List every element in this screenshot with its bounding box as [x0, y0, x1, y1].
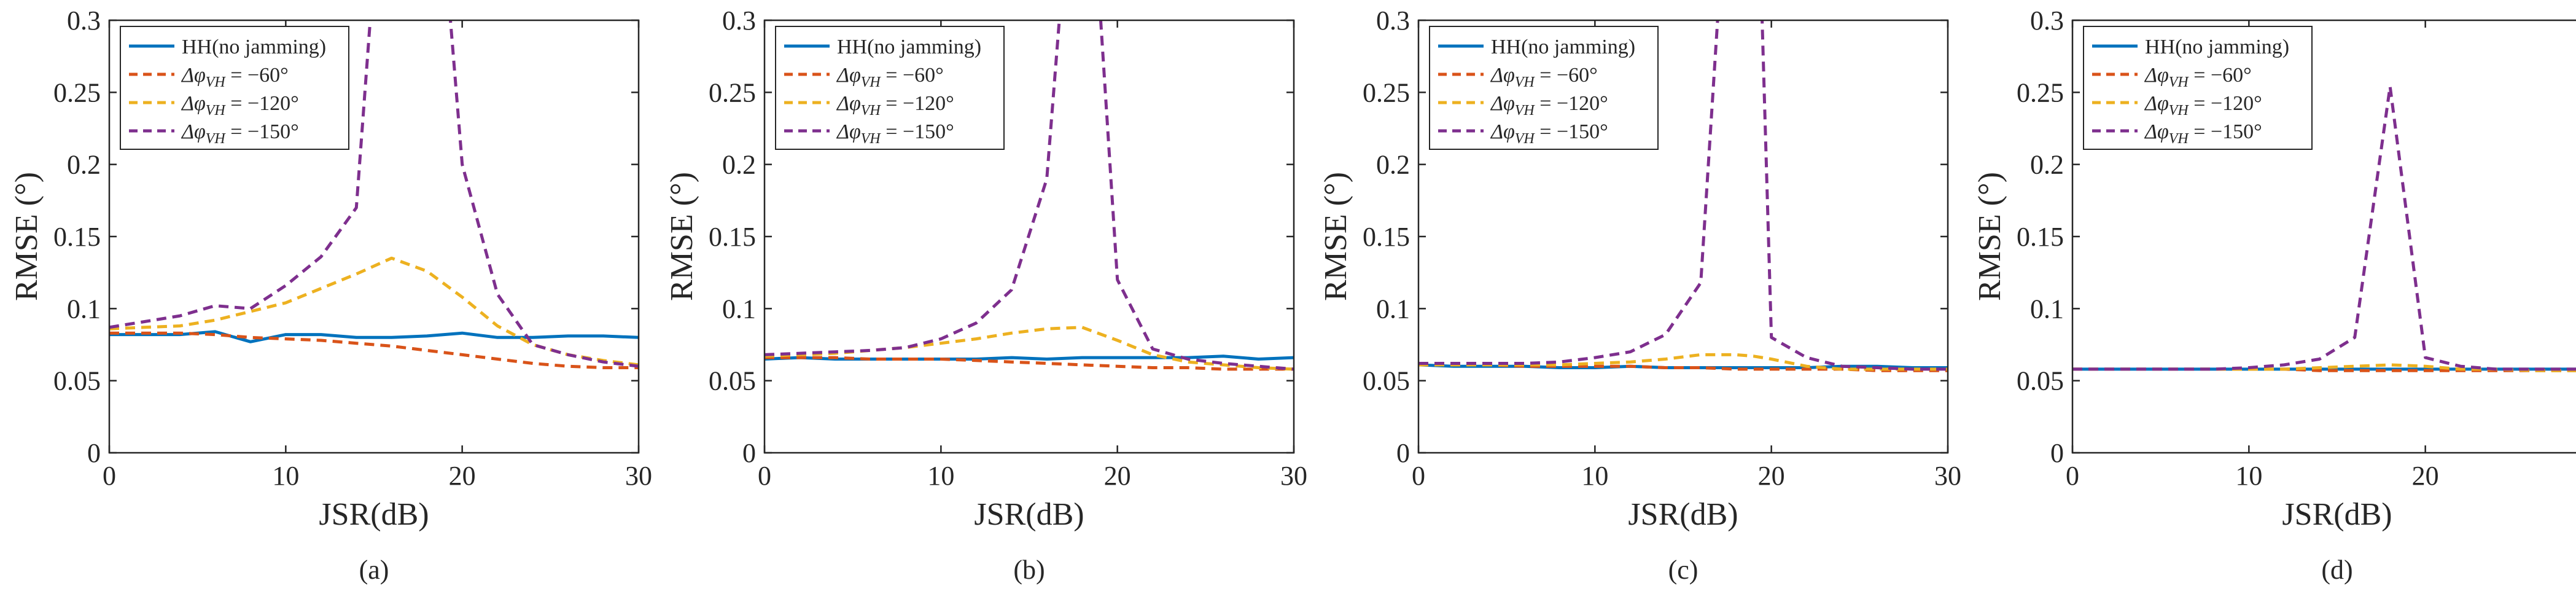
x-tick-label: 0 — [2066, 461, 2079, 491]
y-tick-label: 0.25 — [1363, 77, 1410, 108]
x-tick-label: 30 — [625, 461, 652, 491]
x-tick-label: 30 — [1280, 461, 1307, 491]
x-tick-label: 30 — [1934, 461, 1961, 491]
y-tick-label: 0.1 — [67, 294, 101, 324]
legend: HH(no jamming) ΔφVH = −60°ΔφVH = −120°ΔφV… — [1429, 26, 1659, 150]
y-tick-label: 0 — [2050, 438, 2064, 468]
y-tick-label: 0 — [87, 438, 101, 468]
y-tick-label: 0.3 — [1376, 6, 1410, 36]
legend-label: ΔφVH = −60° — [1490, 64, 1598, 90]
x-tick-label: 10 — [927, 461, 954, 491]
series-line-m150 — [765, 20, 1294, 371]
y-axis-label: RMSE (°) — [1972, 172, 2007, 301]
legend-label: ΔφVH = −60° — [836, 64, 944, 90]
legend-label: ΔφVH = −60° — [181, 64, 289, 90]
y-tick-label: 0.25 — [709, 77, 756, 108]
y-tick-label: 0.1 — [2030, 294, 2064, 324]
y-axis-label: RMSE (°) — [9, 172, 44, 301]
x-tick-label: 20 — [2412, 461, 2439, 491]
legend-label: HH(no jamming) — [1491, 36, 1635, 58]
y-tick-label: 0.2 — [1376, 150, 1410, 180]
y-axis-label: RMSE (°) — [664, 172, 699, 301]
y-axis-label: RMSE (°) — [1318, 172, 1353, 301]
x-tick-label: 0 — [758, 461, 771, 491]
legend: HH(no jamming) ΔφVH = −60°ΔφVH = −120°ΔφV… — [2083, 26, 2313, 150]
legend-label: ΔφVH = −150° — [836, 120, 954, 147]
y-tick-label: 0 — [1396, 438, 1410, 468]
y-tick-label: 0.05 — [1363, 366, 1410, 396]
y-tick-label: 0.15 — [1363, 222, 1410, 252]
x-tick-label: 10 — [1581, 461, 1608, 491]
y-tick-label: 0.15 — [709, 222, 756, 252]
plot-area — [109, 20, 639, 369]
subfigure-caption: (d) — [2321, 555, 2352, 585]
legend-label: ΔφVH = −150° — [181, 120, 299, 147]
legend-label: ΔφVH = −120° — [181, 92, 299, 119]
x-tick-label: 10 — [272, 461, 299, 491]
x-tick-label: 20 — [1104, 461, 1131, 491]
legend-box — [2083, 26, 2313, 150]
y-tick-label: 0.1 — [1376, 294, 1410, 324]
x-tick-label: 10 — [2235, 461, 2262, 491]
plot-area — [1418, 20, 1948, 372]
series-line-m120 — [109, 256, 639, 367]
x-axis-label: JSR(dB) — [1628, 497, 1738, 532]
y-tick-label: 0.2 — [2030, 150, 2064, 180]
subfigure-caption: (a) — [359, 555, 389, 585]
legend-label: ΔφVH = −150° — [2144, 120, 2262, 147]
plot-area — [765, 20, 1294, 371]
subfigure-caption: (b) — [1013, 555, 1045, 585]
y-tick-label: 0.3 — [722, 6, 756, 36]
y-tick-label: 0.15 — [53, 222, 101, 252]
y-tick-label: 0.2 — [722, 150, 756, 180]
y-tick-label: 0.05 — [2017, 366, 2064, 396]
x-tick-label: 0 — [1412, 461, 1425, 491]
x-axis-label: JSR(dB) — [319, 497, 429, 532]
legend-label: ΔφVH = −120° — [836, 92, 954, 119]
legend-label: HH(no jamming) — [837, 36, 981, 58]
series-line-m60 — [109, 331, 639, 369]
chart-panel-b: 0 10 20 30 0 0.05 0.1 0.15 0.2 0.25 0.3 JSR(dB) RMSE… — [664, 6, 1307, 585]
legend: HH(no jamming) ΔφVH = −60°ΔφVH = −120°ΔφV… — [120, 26, 349, 150]
y-tick-label: 0.25 — [53, 77, 101, 108]
legend-label: ΔφVH = −150° — [1490, 120, 1608, 147]
x-axis-label: JSR(dB) — [974, 497, 1084, 532]
x-tick-label: 20 — [449, 461, 476, 491]
plot-area — [2072, 85, 2576, 372]
legend: HH(no jamming) ΔφVH = −60°ΔφVH = −120°ΔφV… — [775, 26, 1005, 150]
series-line-m120 — [1418, 353, 1948, 371]
chart-panel-d: 010203000.050.10.150.20.250.3JSR(dB)RMSE… — [1972, 6, 2576, 585]
y-tick-label: 0.1 — [722, 294, 756, 324]
chart-panel-c: 0 10 20 30 0 0.05 0.1 0.15 0.2 0.25 0.3 JSR(dB) RMSE… — [1318, 6, 1961, 585]
y-tick-label: 0.3 — [67, 6, 101, 36]
y-tick-label: 0.15 — [2017, 222, 2064, 252]
subfigure-caption: (c) — [1668, 555, 1699, 585]
y-tick-label: 0.05 — [709, 366, 756, 396]
x-axis-label: JSR(dB) — [2282, 497, 2392, 532]
legend-label: HH(no jamming) — [182, 36, 326, 58]
y-tick-label: 0.2 — [67, 150, 101, 180]
y-tick-label: 0.3 — [2030, 6, 2064, 36]
y-tick-label: 0.05 — [53, 366, 101, 396]
legend-box — [775, 26, 1005, 150]
legend-label: HH(no jamming) — [2145, 36, 2289, 58]
chart-panel-a: 0 10 20 30 0 0.05 0.1 0.15 0.2 0.25 0.3 JSR(dB) RMSE… — [9, 6, 652, 585]
y-tick-label: 0.25 — [2017, 77, 2064, 108]
x-tick-label: 20 — [1758, 461, 1785, 491]
x-tick-label: 0 — [103, 461, 116, 491]
series-line-HH — [1418, 363, 1948, 369]
legend-label: ΔφVH = −120° — [1490, 92, 1608, 119]
y-tick-label: 0 — [742, 438, 756, 468]
legend-label: ΔφVH = −120° — [2144, 92, 2262, 119]
legend-label: ΔφVH = −60° — [2144, 64, 2252, 90]
series-line-m150 — [2072, 85, 2576, 371]
series-line-m60 — [765, 356, 1294, 371]
